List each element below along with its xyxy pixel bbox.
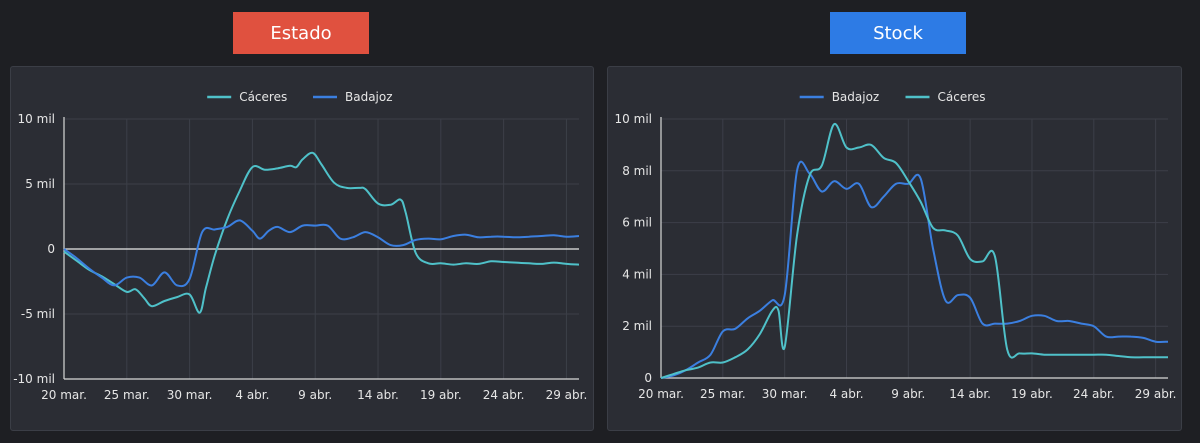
legend-item[interactable]: Cáceres xyxy=(905,90,986,104)
y-tick-label: 6 mil xyxy=(622,216,652,230)
y-tick-label: 0 xyxy=(644,371,652,385)
x-tick-label: 25 mar. xyxy=(104,388,150,402)
x-tick-label: 19 abr. xyxy=(1011,387,1053,401)
y-tick-label: 2 mil xyxy=(622,319,652,333)
x-tick-label: 24 abr. xyxy=(483,388,525,402)
series-line-cceres xyxy=(660,123,1168,379)
x-tick-label: 14 abr. xyxy=(357,388,399,402)
legend: Cáceres Badajoz xyxy=(207,90,393,104)
y-tick-label: 5 mil xyxy=(25,177,55,191)
y-tick-label: 10 mil xyxy=(18,112,55,126)
legend: Badajoz Cáceres xyxy=(799,90,986,104)
stock-chart-panel: 0 2 mil 4 mil 6 mil 8 mil 10 mil 20 mar. 25 mar… xyxy=(607,66,1182,431)
y-tick-label: 10 mil xyxy=(615,112,652,126)
x-tick-label: 9 abr. xyxy=(298,388,332,402)
y-tick-label: -10 mil xyxy=(13,372,55,386)
x-tick-label: 20 mar. xyxy=(41,388,87,402)
grid xyxy=(660,118,1168,379)
legend-label: Badajoz xyxy=(345,90,393,104)
x-tick-label: 19 abr. xyxy=(420,388,462,402)
series-line-cceres xyxy=(63,151,580,314)
x-tick-label: 30 mar. xyxy=(762,387,808,401)
x-tick-label: 9 abr. xyxy=(891,387,925,401)
x-tick-label: 25 mar. xyxy=(700,387,746,401)
legend-item[interactable]: Badajoz xyxy=(313,90,393,104)
y-tick-label: 0 xyxy=(47,242,55,256)
estado-button[interactable]: Estado xyxy=(233,12,369,54)
stock-button[interactable]: Stock xyxy=(830,12,966,54)
x-tick-label: 24 abr. xyxy=(1073,387,1115,401)
estado-chart: -10 mil -5 mil 0 5 mil 10 mil 20 mar. 25 mar. 3… xyxy=(13,90,588,402)
legend-item[interactable]: Badajoz xyxy=(799,90,880,104)
y-tick-label: 8 mil xyxy=(622,164,652,178)
x-tick-label: 30 mar. xyxy=(167,388,213,402)
x-tick-label: 4 abr. xyxy=(829,387,863,401)
legend-item[interactable]: Cáceres xyxy=(207,90,287,104)
stock-chart: 0 2 mil 4 mil 6 mil 8 mil 10 mil 20 mar. 25 mar… xyxy=(615,90,1177,401)
y-tick-label: 4 mil xyxy=(622,267,652,281)
x-tick-label: 29 abr. xyxy=(1135,387,1177,401)
series-line-badajoz xyxy=(660,160,1169,379)
x-tick-label: 20 mar. xyxy=(638,387,684,401)
legend-label: Cáceres xyxy=(239,90,287,104)
estado-chart-panel: -10 mil -5 mil 0 5 mil 10 mil 20 mar. 25 mar. 3… xyxy=(10,66,594,431)
legend-label: Cáceres xyxy=(938,90,986,104)
x-tick-label: 29 abr. xyxy=(546,388,588,402)
y-tick-label: -5 mil xyxy=(21,307,55,321)
x-tick-label: 4 abr. xyxy=(235,388,269,402)
x-tick-label: 14 abr. xyxy=(949,387,991,401)
legend-label: Badajoz xyxy=(832,90,880,104)
series-line-badajoz xyxy=(63,219,580,288)
